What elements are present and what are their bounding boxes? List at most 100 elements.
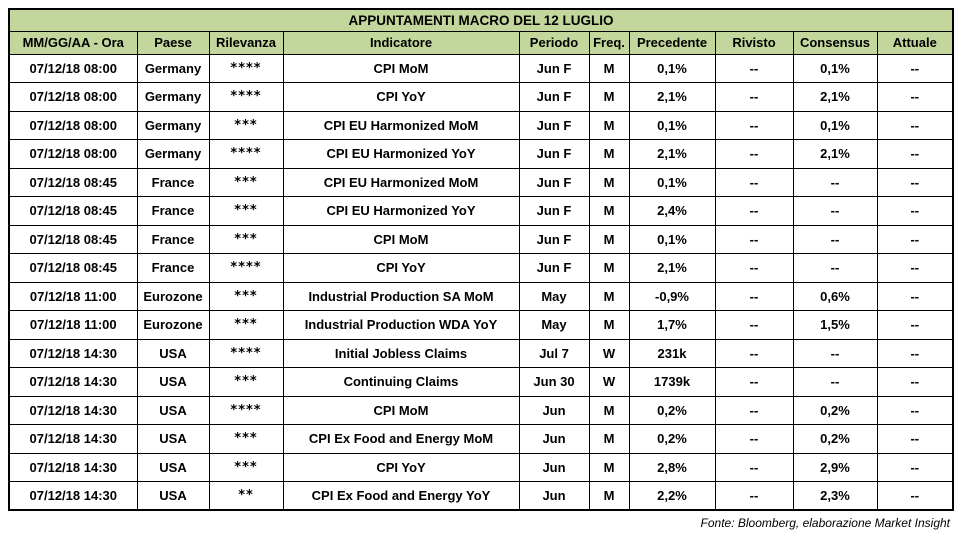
cell-revised: -- xyxy=(714,481,794,511)
cell-revised: -- xyxy=(714,424,794,454)
cell-consensus: -- xyxy=(792,338,878,368)
table-row: 07/12/18 11:00 Eurozone *** Industrial P… xyxy=(8,310,954,340)
cell-country: Germany xyxy=(136,139,210,169)
cell-revised: -- xyxy=(714,224,794,254)
cell-previous: 2,1% xyxy=(628,82,716,112)
table-title: APPUNTAMENTI MACRO DEL 12 LUGLIO xyxy=(8,8,954,32)
cell-actual: -- xyxy=(876,424,954,454)
cell-consensus: -- xyxy=(792,224,878,254)
cell-relevance: *** xyxy=(208,110,284,140)
cell-actual: -- xyxy=(876,196,954,226)
cell-datetime: 07/12/18 08:00 xyxy=(8,53,138,83)
cell-relevance: **** xyxy=(208,253,284,283)
cell-relevance: *** xyxy=(208,310,284,340)
cell-period: Jun F xyxy=(518,253,590,283)
table-row: 07/12/18 11:00 Eurozone *** Industrial P… xyxy=(8,281,954,311)
table-row: 07/12/18 08:45 France *** CPI EU Harmoni… xyxy=(8,167,954,197)
cell-datetime: 07/12/18 08:00 xyxy=(8,110,138,140)
cell-country: France xyxy=(136,196,210,226)
cell-period: Jun F xyxy=(518,167,590,197)
col-header-consensus: Consensus xyxy=(792,30,878,55)
cell-previous: 2,1% xyxy=(628,139,716,169)
cell-indicator: CPI Ex Food and Energy MoM xyxy=(282,424,520,454)
cell-period: Jun F xyxy=(518,82,590,112)
cell-relevance: *** xyxy=(208,367,284,397)
cell-consensus: 2,3% xyxy=(792,481,878,511)
cell-indicator: CPI EU Harmonized MoM xyxy=(282,110,520,140)
cell-country: Germany xyxy=(136,110,210,140)
cell-actual: -- xyxy=(876,110,954,140)
cell-freq: M xyxy=(588,281,630,311)
table-row: 07/12/18 14:30 USA *** CPI Ex Food and E… xyxy=(8,424,954,454)
cell-consensus: 0,1% xyxy=(792,53,878,83)
cell-period: Jun 30 xyxy=(518,367,590,397)
cell-datetime: 07/12/18 14:30 xyxy=(8,338,138,368)
cell-revised: -- xyxy=(714,338,794,368)
cell-datetime: 07/12/18 14:30 xyxy=(8,424,138,454)
cell-indicator: CPI EU Harmonized MoM xyxy=(282,167,520,197)
cell-actual: -- xyxy=(876,367,954,397)
table-row: 07/12/18 08:00 Germany **** CPI YoY Jun … xyxy=(8,82,954,112)
cell-actual: -- xyxy=(876,395,954,425)
cell-period: Jun xyxy=(518,452,590,482)
cell-revised: -- xyxy=(714,395,794,425)
cell-revised: -- xyxy=(714,281,794,311)
cell-previous: -0,9% xyxy=(628,281,716,311)
cell-actual: -- xyxy=(876,338,954,368)
cell-relevance: *** xyxy=(208,167,284,197)
cell-country: France xyxy=(136,224,210,254)
cell-datetime: 07/12/18 08:00 xyxy=(8,139,138,169)
cell-freq: W xyxy=(588,367,630,397)
cell-country: Eurozone xyxy=(136,310,210,340)
table-row: 07/12/18 14:30 USA **** CPI MoM Jun M 0,… xyxy=(8,395,954,425)
cell-indicator: Continuing Claims xyxy=(282,367,520,397)
cell-revised: -- xyxy=(714,53,794,83)
cell-indicator: CPI YoY xyxy=(282,82,520,112)
col-header-datetime: MM/GG/AA - Ora xyxy=(8,30,138,55)
cell-previous: 0,1% xyxy=(628,53,716,83)
cell-consensus: 0,2% xyxy=(792,395,878,425)
cell-country: France xyxy=(136,167,210,197)
cell-actual: -- xyxy=(876,82,954,112)
cell-actual: -- xyxy=(876,139,954,169)
cell-previous: 2,8% xyxy=(628,452,716,482)
cell-consensus: -- xyxy=(792,253,878,283)
cell-datetime: 07/12/18 08:45 xyxy=(8,224,138,254)
cell-previous: 0,1% xyxy=(628,224,716,254)
table-row: 07/12/18 08:45 France **** CPI YoY Jun F… xyxy=(8,253,954,283)
column-header-row: MM/GG/AA - Ora Paese Rilevanza Indicator… xyxy=(8,30,954,55)
cell-relevance: **** xyxy=(208,82,284,112)
cell-revised: -- xyxy=(714,367,794,397)
cell-period: Jun F xyxy=(518,139,590,169)
cell-revised: -- xyxy=(714,110,794,140)
cell-datetime: 07/12/18 14:30 xyxy=(8,395,138,425)
cell-revised: -- xyxy=(714,82,794,112)
cell-revised: -- xyxy=(714,196,794,226)
cell-freq: M xyxy=(588,395,630,425)
cell-previous: 2,2% xyxy=(628,481,716,511)
table-row: 07/12/18 14:30 USA ** CPI Ex Food and En… xyxy=(8,481,954,511)
table-row: 07/12/18 08:45 France *** CPI MoM Jun F … xyxy=(8,224,954,254)
cell-actual: -- xyxy=(876,167,954,197)
cell-period: Jun F xyxy=(518,53,590,83)
col-header-country: Paese xyxy=(136,30,210,55)
source-note: Fonte: Bloomberg, elaborazione Market In… xyxy=(700,516,950,530)
cell-period: Jun xyxy=(518,424,590,454)
cell-actual: -- xyxy=(876,253,954,283)
table-row: 07/12/18 08:00 Germany **** CPI MoM Jun … xyxy=(8,53,954,83)
cell-datetime: 07/12/18 08:45 xyxy=(8,253,138,283)
cell-indicator: CPI MoM xyxy=(282,53,520,83)
cell-previous: 0,1% xyxy=(628,167,716,197)
cell-datetime: 07/12/18 14:30 xyxy=(8,481,138,511)
cell-consensus: 2,1% xyxy=(792,82,878,112)
cell-revised: -- xyxy=(714,253,794,283)
cell-indicator: CPI EU Harmonized YoY xyxy=(282,196,520,226)
cell-previous: 0,1% xyxy=(628,110,716,140)
cell-relevance: **** xyxy=(208,395,284,425)
cell-relevance: *** xyxy=(208,224,284,254)
cell-consensus: 0,6% xyxy=(792,281,878,311)
cell-freq: M xyxy=(588,310,630,340)
cell-datetime: 07/12/18 14:30 xyxy=(8,452,138,482)
cell-relevance: **** xyxy=(208,53,284,83)
cell-consensus: 0,2% xyxy=(792,424,878,454)
